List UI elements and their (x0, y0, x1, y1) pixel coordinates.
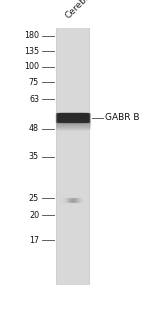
Text: Cerebrum: Cerebrum (63, 0, 102, 20)
Text: 63: 63 (29, 95, 39, 104)
Text: GABR B: GABR B (105, 113, 140, 122)
Text: 20: 20 (29, 211, 39, 220)
Text: 25: 25 (29, 194, 39, 203)
Bar (57, 28, 88, 285)
Text: 135: 135 (24, 46, 39, 56)
Text: 17: 17 (29, 236, 39, 245)
Bar (56, 28, 90, 285)
Text: 100: 100 (24, 62, 39, 71)
Text: 75: 75 (29, 78, 39, 87)
Text: 48: 48 (29, 124, 39, 133)
Text: 180: 180 (24, 31, 39, 40)
Text: 35: 35 (29, 152, 39, 161)
